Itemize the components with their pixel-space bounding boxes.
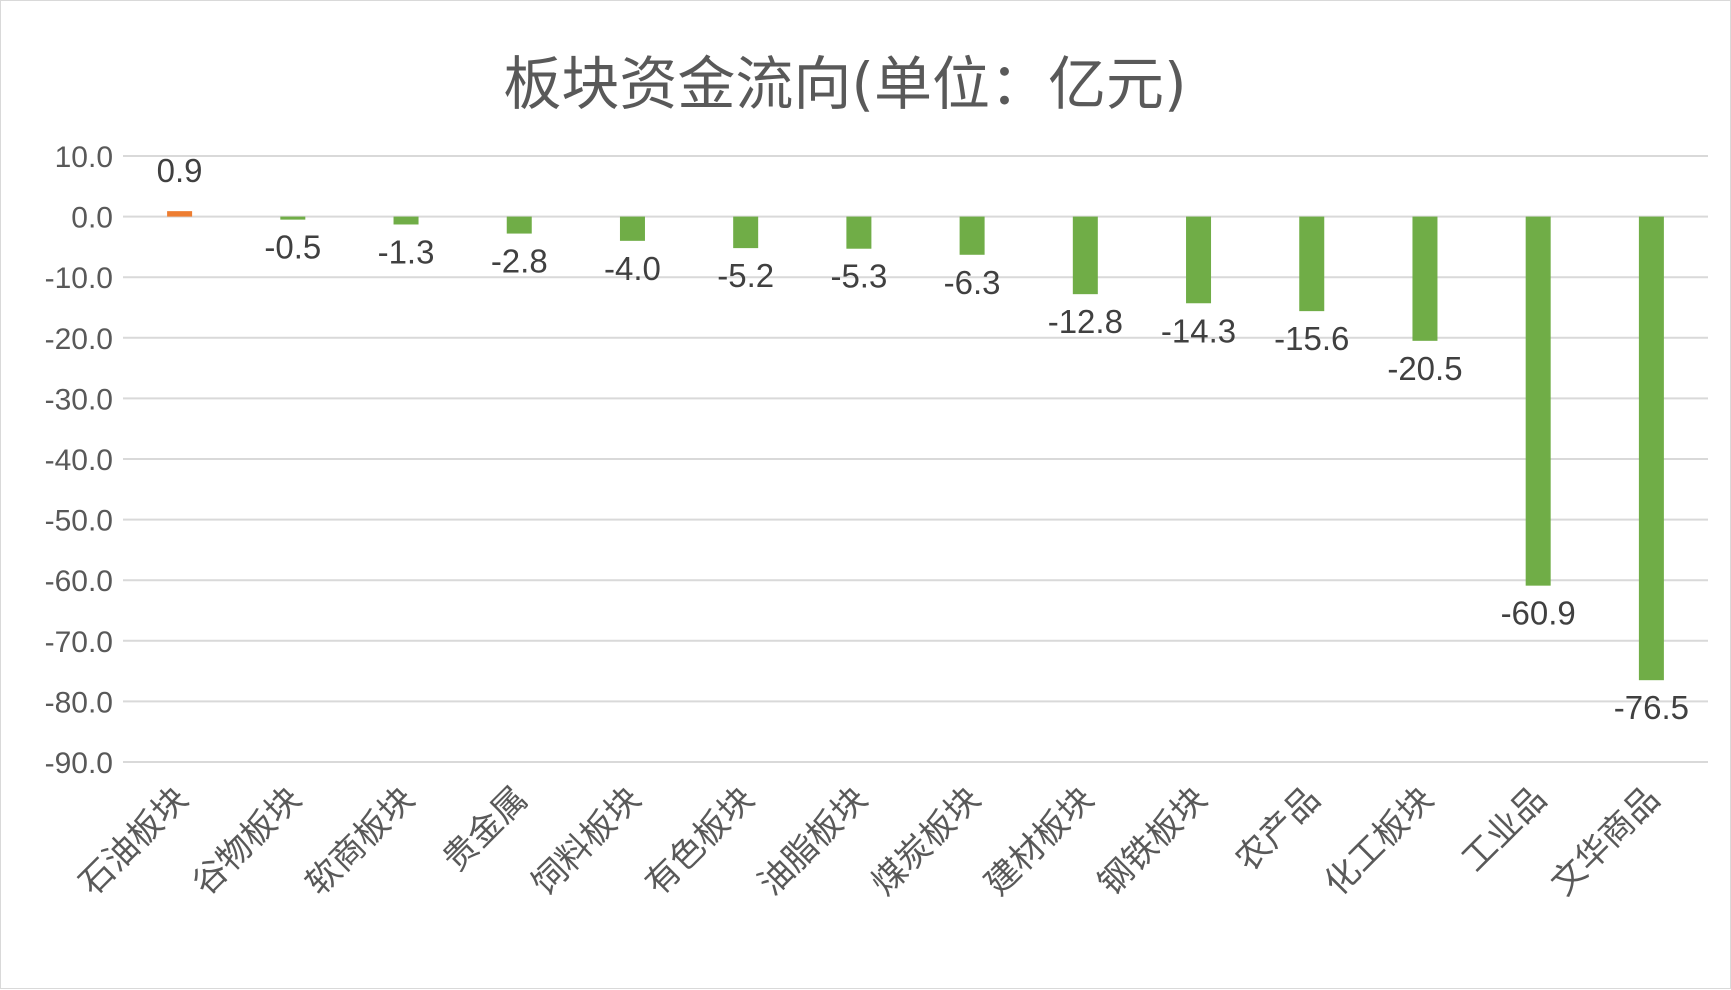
y-tick-label: -10.0: [45, 262, 113, 295]
category-label: 贵金属: [435, 779, 535, 879]
data-label: -0.5: [264, 229, 321, 266]
data-label: -12.8: [1048, 303, 1123, 340]
bar: [167, 211, 193, 217]
data-labels: 0.9 -0.5 -1.3 -2.8 -4.0 -5.2 -5.3 -6.3 -12.8 -14.…: [157, 152, 1689, 726]
gridlines: [123, 155, 1708, 763]
data-label: -20.5: [1387, 350, 1462, 387]
bar: [1525, 216, 1551, 586]
y-tick-label: -80.0: [45, 686, 113, 719]
category-label: 建材板块: [977, 779, 1101, 903]
y-axis-tick-labels: 10.0 0.0 -10.0 -20.0 -30.0 -40.0 -50.0 -60.0 -70…: [45, 141, 113, 780]
category-label: 有色板块: [638, 779, 762, 903]
y-tick-label: -40.0: [45, 444, 113, 477]
data-label: -60.9: [1501, 595, 1576, 632]
data-label: -4.0: [604, 250, 661, 287]
category-label: 石油板块: [72, 779, 196, 903]
category-label: 工业品: [1454, 779, 1554, 879]
bar: [959, 216, 985, 255]
bar: [393, 216, 419, 225]
y-tick-label: -70.0: [45, 626, 113, 659]
bar: [619, 216, 645, 241]
category-label: 谷物板块: [185, 779, 309, 903]
data-label: -5.3: [830, 258, 887, 295]
bars: [167, 211, 1664, 681]
bar: [1186, 216, 1212, 304]
bar: [280, 216, 306, 220]
data-label: -6.3: [944, 264, 1001, 301]
y-tick-label: -60.0: [45, 565, 113, 598]
bar: [733, 216, 759, 249]
bar: [1638, 216, 1664, 681]
data-label: -15.6: [1274, 320, 1349, 357]
category-label: 煤炭板块: [864, 779, 988, 903]
y-tick-label: 10.0: [55, 141, 113, 174]
y-tick-label: -30.0: [45, 383, 113, 416]
data-label: -5.2: [717, 257, 774, 294]
bar: [846, 216, 872, 249]
chart-title: 板块资金流向(单位：亿元): [503, 50, 1186, 118]
category-label: 钢铁板块: [1090, 779, 1214, 903]
category-label: 油脂板块: [751, 779, 875, 903]
bar: [506, 216, 532, 234]
category-label: 化工板块: [1317, 779, 1441, 903]
y-tick-label: -90.0: [45, 747, 113, 780]
data-label: -2.8: [491, 243, 548, 280]
data-label: -76.5: [1614, 689, 1689, 726]
bar: [1072, 216, 1098, 295]
category-label: 饲料板块: [524, 779, 648, 903]
y-tick-label: 0.0: [71, 202, 113, 235]
category-label: 农产品: [1228, 779, 1328, 879]
category-label: 软商板块: [298, 779, 422, 903]
bar: [1299, 216, 1325, 312]
x-axis-category-labels: 石油板块谷物板块软商板块 贵金属饲料板块有色板块油脂板块煤炭板块建材板块钢铁板块农…: [72, 779, 1668, 903]
bar: [1412, 216, 1438, 341]
category-label: 文华商品: [1543, 779, 1667, 903]
y-tick-label: -50.0: [45, 505, 113, 538]
data-label: 0.9: [157, 152, 203, 189]
data-label: -14.3: [1161, 312, 1236, 349]
y-tick-label: -20.0: [45, 323, 113, 356]
data-label: -1.3: [378, 233, 435, 270]
